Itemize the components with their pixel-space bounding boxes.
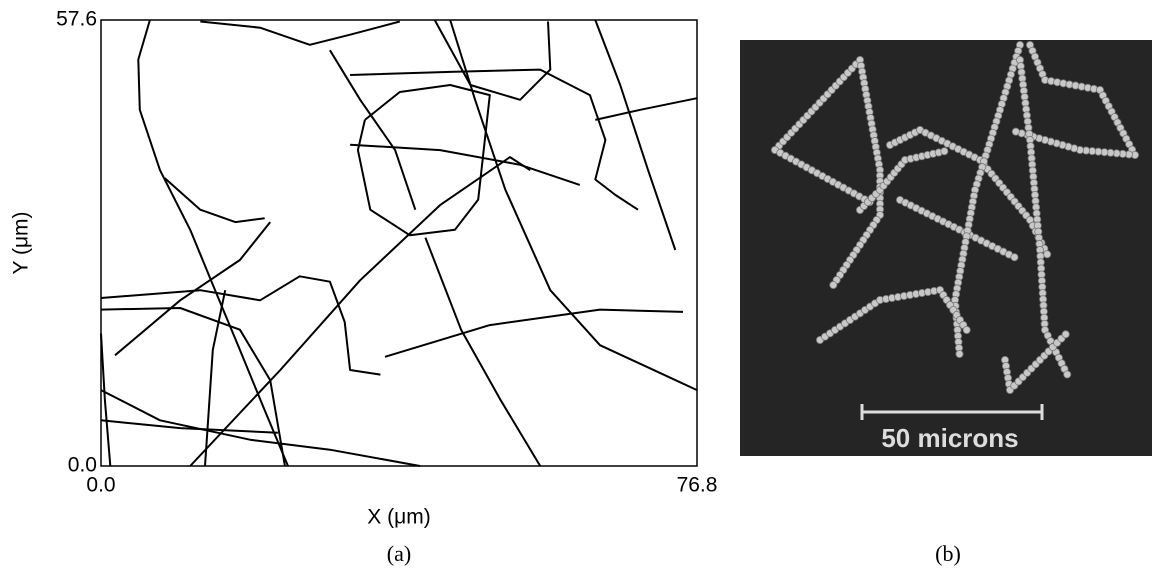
bead	[956, 350, 963, 357]
y-axis-label: Y (μm)	[10, 211, 33, 274]
trajectory	[190, 157, 530, 466]
caption-a: (a)	[387, 541, 411, 566]
bead	[1012, 128, 1019, 135]
trajectory	[101, 334, 110, 466]
micrograph	[740, 40, 1152, 456]
trajectory	[200, 22, 399, 45]
figure: X (μm) Y (μm) (a) 50 microns (b) 0.0 76.8…	[0, 0, 1156, 580]
scale-label: 50 microns	[881, 423, 1018, 453]
x-tick-label: 76.8	[677, 474, 718, 497]
trajectory	[350, 70, 638, 210]
bead	[1064, 371, 1071, 378]
bead	[1011, 254, 1018, 261]
trajectory	[595, 98, 697, 120]
trajectory	[101, 276, 380, 374]
trajectory	[165, 178, 265, 222]
bead	[1062, 331, 1069, 338]
trajectory	[385, 310, 683, 357]
bead	[941, 148, 948, 155]
trajectory	[358, 85, 490, 235]
x-tick-label: 0.0	[86, 474, 115, 497]
y-tick-label: 0.0	[68, 454, 97, 477]
bead	[963, 326, 970, 333]
x-axis-label: X (μm)	[367, 506, 430, 529]
trajectory	[595, 20, 675, 250]
page: X (μm) Y (μm) (a) 50 microns (b) 0.0 76.8…	[0, 0, 1156, 585]
trajectory	[350, 145, 580, 185]
bead	[830, 281, 837, 288]
trajectory	[115, 222, 270, 355]
trajectory	[435, 20, 551, 100]
trajectory	[101, 308, 285, 466]
caption-b: (b)	[935, 541, 961, 566]
trajectory	[425, 238, 540, 466]
y-tick-label: 57.6	[56, 8, 97, 31]
bead	[1044, 251, 1051, 258]
trajectory	[138, 20, 288, 466]
